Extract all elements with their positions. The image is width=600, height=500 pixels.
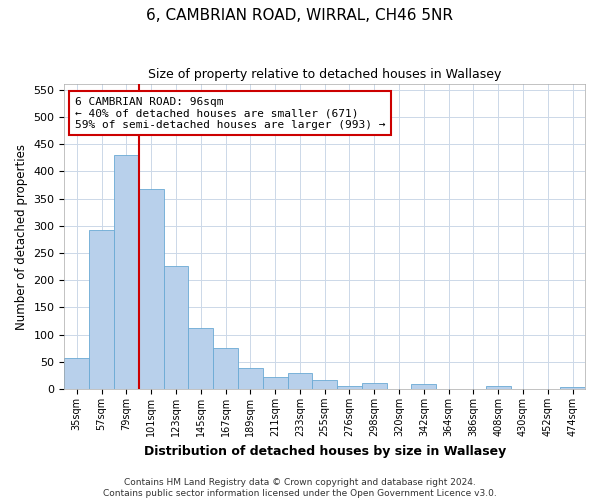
Bar [188, 328, 213, 389]
Bar [114, 155, 139, 389]
Bar [64, 358, 89, 389]
X-axis label: Distribution of detached houses by size in Wallasey: Distribution of detached houses by size … [143, 444, 506, 458]
Bar [337, 386, 362, 389]
Bar [560, 387, 585, 389]
Bar [89, 230, 114, 389]
Text: 6 CAMBRIAN ROAD: 96sqm
← 40% of detached houses are smaller (671)
59% of semi-de: 6 CAMBRIAN ROAD: 96sqm ← 40% of detached… [75, 96, 385, 130]
Text: Contains HM Land Registry data © Crown copyright and database right 2024.
Contai: Contains HM Land Registry data © Crown c… [103, 478, 497, 498]
Bar [486, 386, 511, 389]
Bar [213, 348, 238, 389]
Bar [412, 384, 436, 389]
Bar [139, 189, 164, 389]
Bar [287, 374, 313, 389]
Bar [164, 266, 188, 389]
Bar [313, 380, 337, 389]
Text: 6, CAMBRIAN ROAD, WIRRAL, CH46 5NR: 6, CAMBRIAN ROAD, WIRRAL, CH46 5NR [146, 8, 454, 22]
Bar [263, 377, 287, 389]
Bar [362, 383, 386, 389]
Title: Size of property relative to detached houses in Wallasey: Size of property relative to detached ho… [148, 68, 502, 80]
Y-axis label: Number of detached properties: Number of detached properties [15, 144, 28, 330]
Bar [238, 368, 263, 389]
